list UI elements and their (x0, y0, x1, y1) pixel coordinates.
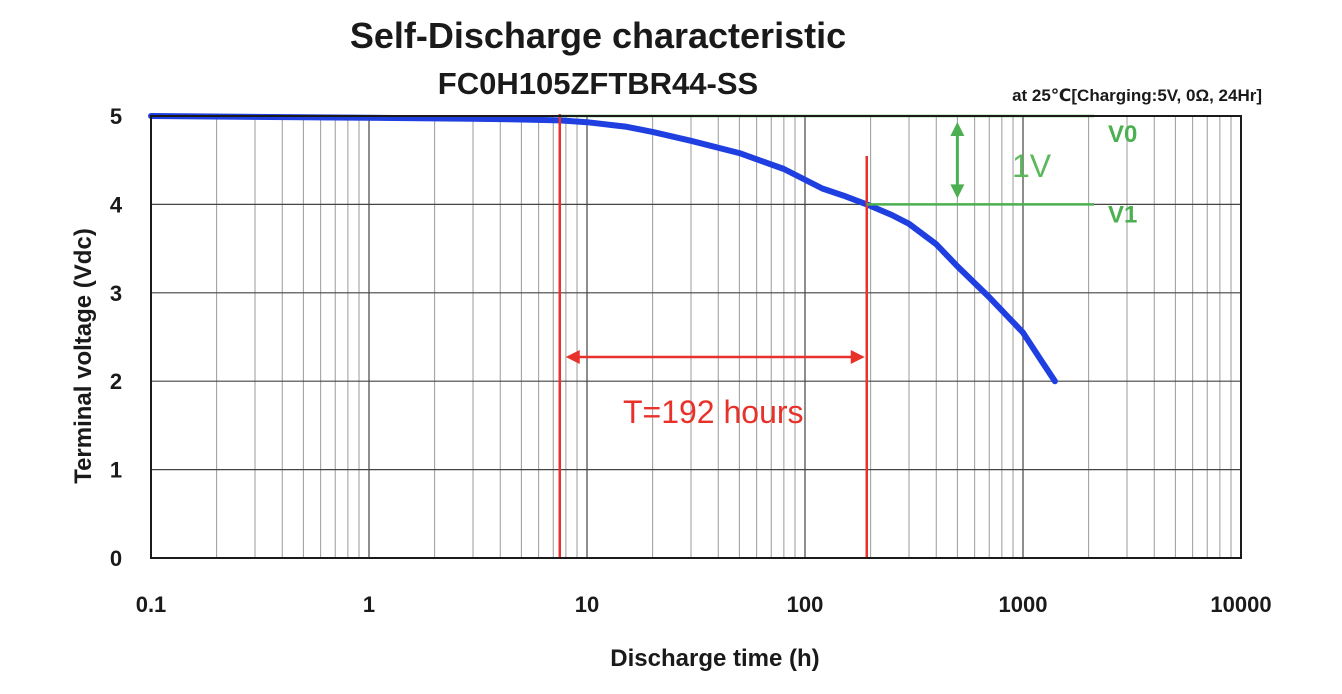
grid (150, 116, 1241, 558)
test-condition-label: at 25℃[Charging:5V, 0Ω, 24Hr] (1012, 86, 1262, 105)
tick-labels: 0.1 1 10 100 1000 10000 0 1 2 3 4 5 (110, 104, 1272, 617)
annotation-layer: T=192 hours V0 V1 1V (558, 114, 1137, 558)
chart-title: Self-Discharge characteristic (350, 15, 846, 56)
delta-voltage-label: 1V (1012, 148, 1052, 184)
v0-label: V0 (1108, 121, 1137, 148)
y-tick-label: 3 (110, 281, 122, 306)
x-tick-label: 100 (787, 592, 824, 617)
delta-arrow-down-icon (950, 184, 965, 199)
x-tick-label: 10000 (1210, 592, 1271, 617)
chart-subtitle: FC0H105ZFTBR44-SS (438, 66, 758, 101)
y-tick-label: 5 (110, 104, 122, 129)
y-tick-label: 4 (110, 192, 123, 217)
period-arrow-left-icon (565, 350, 580, 364)
v1-label: V1 (1108, 201, 1137, 228)
y-tick-label: 0 (110, 546, 122, 571)
x-tick-label: 1000 (999, 592, 1048, 617)
series-layer (148, 113, 1058, 385)
period-arrow-right-icon (850, 350, 865, 364)
x-axis-label: Discharge time (h) (610, 645, 819, 672)
discharge-curve-line (148, 113, 1058, 385)
x-tick-label: 1 (363, 592, 375, 617)
x-tick-label: 10 (575, 592, 599, 617)
y-axis-label: Terminal voltage (Vdc) (70, 228, 97, 484)
period-label: T=192 hours (623, 394, 804, 430)
x-tick-label: 0.1 (136, 592, 167, 617)
y-tick-label: 2 (110, 369, 122, 394)
delta-arrow-up-icon (950, 122, 965, 136)
plot-frame (150, 115, 1242, 559)
y-tick-label: 1 (110, 458, 122, 483)
